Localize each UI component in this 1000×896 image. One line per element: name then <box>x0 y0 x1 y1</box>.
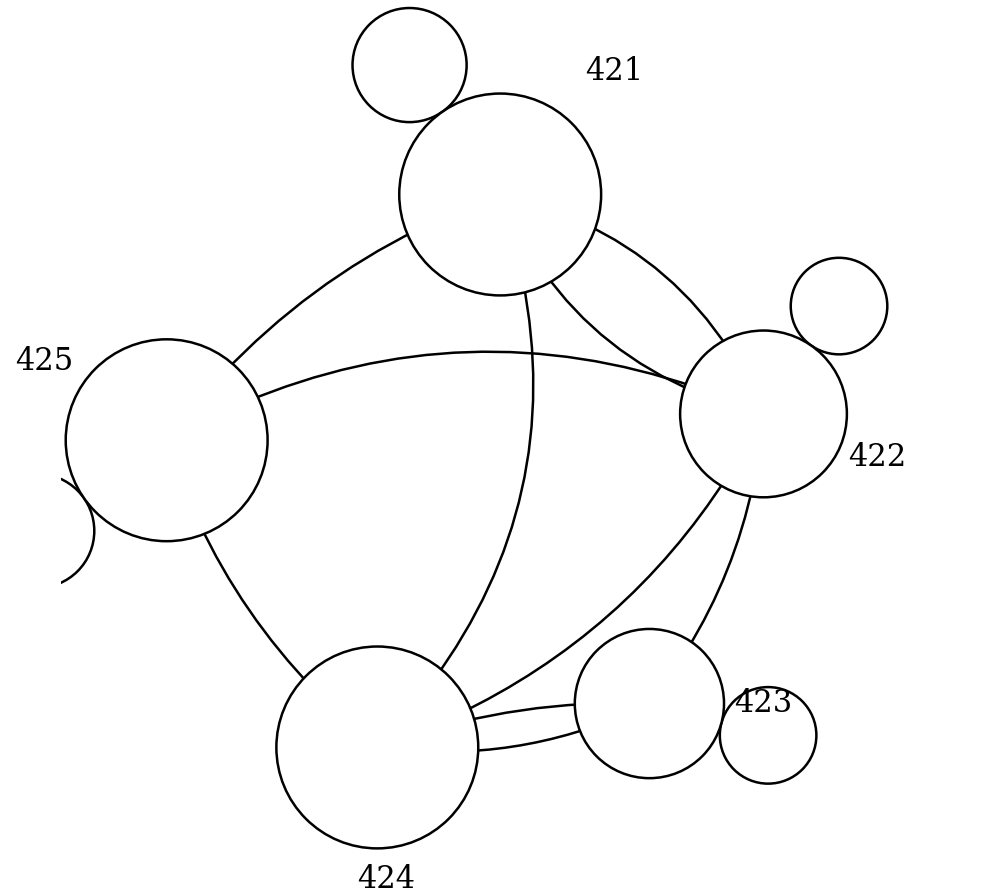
Circle shape <box>276 647 478 849</box>
FancyArrowPatch shape <box>433 280 533 681</box>
FancyArrowPatch shape <box>199 522 314 689</box>
Circle shape <box>680 331 847 497</box>
FancyArrowPatch shape <box>460 704 583 722</box>
FancyArrowPatch shape <box>582 222 729 349</box>
FancyArrowPatch shape <box>687 485 753 650</box>
Text: 421: 421 <box>585 56 643 87</box>
FancyArrowPatch shape <box>544 271 696 392</box>
FancyArrowPatch shape <box>466 728 590 751</box>
FancyArrowPatch shape <box>244 352 695 402</box>
Text: 422: 422 <box>848 443 907 473</box>
Circle shape <box>66 340 268 541</box>
Text: 424: 424 <box>357 864 415 894</box>
Circle shape <box>399 93 601 296</box>
FancyArrowPatch shape <box>457 478 727 715</box>
Circle shape <box>575 629 724 778</box>
FancyArrowPatch shape <box>222 229 419 375</box>
Text: 425: 425 <box>15 346 73 376</box>
Text: 423: 423 <box>734 688 793 719</box>
